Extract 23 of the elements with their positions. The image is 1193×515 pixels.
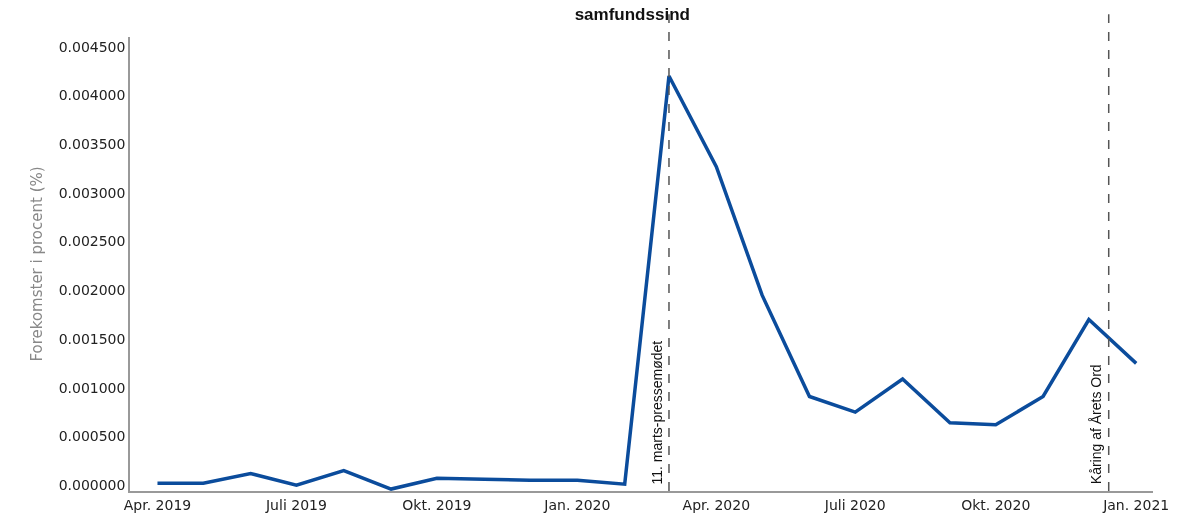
x-tick-label: Okt. 2020 [961, 496, 1031, 513]
y-tick-label: 0.000000 [58, 477, 126, 494]
y-tick-label: 0.002000 [58, 282, 126, 299]
y-tick-label: 0.001000 [58, 379, 126, 396]
y-tick-label: 0.004000 [58, 87, 126, 104]
y-tick-label: 0.001500 [58, 330, 126, 347]
x-tick-label: Juli 2020 [823, 496, 886, 513]
ref-line-label: 11. marts-pressemødet [648, 340, 665, 485]
y-tick-label: 0.003500 [58, 136, 126, 153]
x-tick-label: Okt. 2019 [402, 496, 472, 513]
x-tick-label: Jan. 2021 [1102, 496, 1170, 513]
y-tick-label: 0.003000 [58, 184, 126, 201]
line-series [155, 74, 1138, 491]
y-tick-label: 0.004500 [58, 38, 126, 55]
x-tick-label: Apr. 2020 [682, 496, 751, 513]
y-axis-title: Forekomster i procent (%) [28, 166, 47, 362]
chart-title: samfundssind [574, 4, 690, 24]
y-tick-label: 0.002500 [58, 233, 126, 250]
ref-line-label: Kåring af Årets Ord [1088, 364, 1105, 485]
x-tick-label: Juli 2019 [264, 496, 327, 513]
x-tick-label: Apr. 2019 [123, 496, 192, 513]
y-tick-label: 0.000500 [58, 428, 126, 445]
x-tick-label: Jan. 2020 [543, 496, 611, 513]
